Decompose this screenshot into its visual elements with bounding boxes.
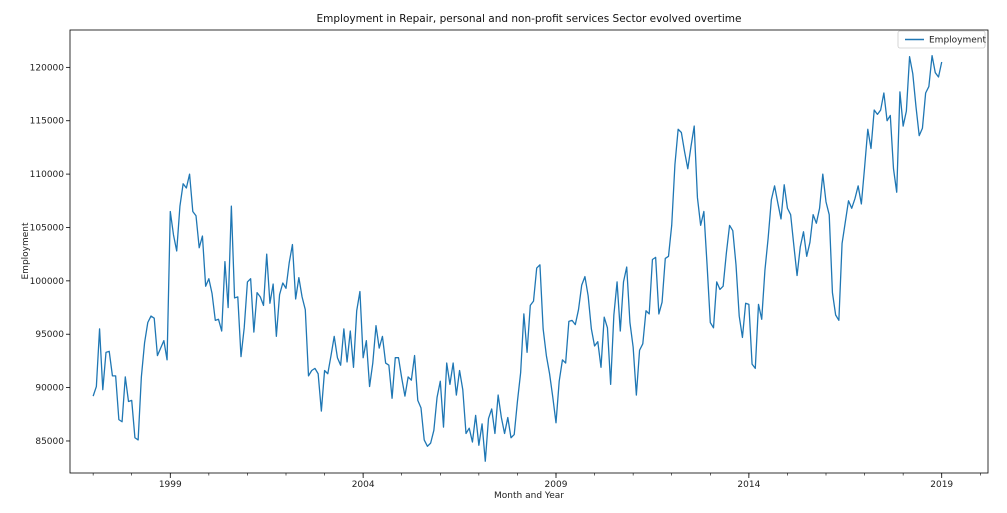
- series-layer: [92, 54, 943, 462]
- y-tick-label: 95000: [35, 330, 64, 340]
- y-axis: 85000 90000 95000 100000 105000 110000 115000 1…: [30, 63, 70, 447]
- x-tick-label: 1999: [159, 480, 182, 490]
- series-line-employment: [92, 54, 943, 462]
- y-tick-label: 110000: [30, 170, 65, 180]
- legend: Employment: [897, 30, 987, 49]
- chart-title: Employment in Repair, personal and non-p…: [317, 13, 742, 25]
- y-tick-label: 120000: [30, 63, 65, 73]
- y-tick-label: 100000: [30, 277, 65, 287]
- plot-area: [69, 29, 989, 474]
- y-tick-label: 115000: [30, 117, 65, 127]
- x-tick-label: 2004: [352, 480, 375, 490]
- legend-box: [897, 30, 986, 49]
- x-axis-title: Month and Year: [494, 491, 564, 501]
- x-axis: 1999 2004 2009 2014 2019: [92, 473, 981, 490]
- x-tick-label: 2009: [545, 480, 568, 490]
- legend-label-employment: Employment: [929, 36, 987, 46]
- y-tick-label: 85000: [35, 437, 64, 447]
- y-tick-label: 90000: [35, 384, 64, 394]
- y-tick-label: 105000: [30, 223, 65, 233]
- y-axis-title: Employment: [21, 222, 31, 280]
- x-tick-label: 2019: [930, 480, 953, 490]
- x-tick-label: 2014: [737, 480, 760, 490]
